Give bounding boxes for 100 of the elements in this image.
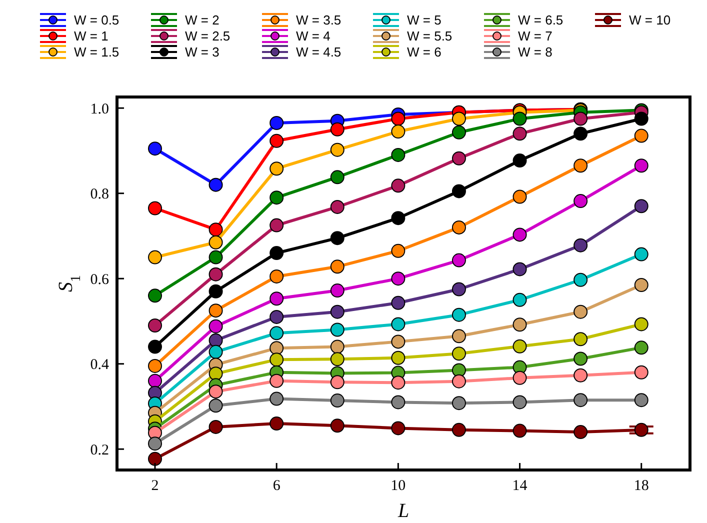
point bbox=[148, 452, 162, 466]
point bbox=[208, 366, 223, 381]
y-tick-label: 0.6 bbox=[90, 272, 110, 288]
point bbox=[330, 142, 344, 157]
point bbox=[208, 333, 223, 348]
point bbox=[512, 262, 527, 276]
point bbox=[330, 200, 344, 214]
point bbox=[634, 340, 648, 355]
legend-label: W = 0.5 bbox=[74, 12, 120, 28]
point bbox=[208, 304, 223, 318]
legend-label: W = 6.5 bbox=[518, 12, 564, 28]
x-axis-title: L bbox=[396, 500, 410, 522]
legend-label: W = 5 bbox=[407, 12, 442, 28]
point bbox=[391, 148, 406, 162]
point bbox=[634, 158, 648, 173]
point bbox=[512, 370, 527, 385]
legend-label: W = 10 bbox=[629, 12, 671, 28]
point bbox=[574, 158, 588, 173]
point bbox=[512, 112, 527, 126]
legend-label: W = 8 bbox=[518, 44, 552, 60]
point bbox=[512, 424, 527, 438]
point bbox=[391, 296, 406, 310]
point bbox=[634, 278, 648, 292]
point bbox=[391, 376, 406, 390]
point bbox=[270, 341, 284, 356]
point bbox=[330, 322, 344, 337]
point bbox=[391, 211, 406, 226]
point bbox=[270, 374, 284, 388]
legend-label: W = 2 bbox=[185, 12, 220, 28]
point bbox=[270, 190, 284, 205]
point bbox=[330, 418, 344, 433]
legend-label: W = 4 bbox=[296, 28, 330, 44]
point bbox=[270, 326, 284, 340]
point bbox=[574, 393, 588, 408]
point bbox=[452, 396, 466, 410]
point bbox=[208, 250, 223, 264]
point bbox=[270, 246, 284, 260]
point bbox=[148, 436, 162, 451]
point bbox=[391, 178, 406, 193]
point bbox=[330, 394, 344, 408]
point bbox=[391, 334, 406, 349]
y-tick-label: 0.2 bbox=[90, 442, 109, 458]
x-tick-label: 2 bbox=[151, 478, 159, 494]
y-tick-label: 0.8 bbox=[90, 186, 109, 203]
point bbox=[270, 116, 284, 130]
point bbox=[512, 228, 527, 242]
point bbox=[512, 154, 527, 168]
legend-label: W = 6 bbox=[407, 44, 442, 60]
point bbox=[634, 112, 648, 126]
point bbox=[452, 374, 466, 388]
point bbox=[574, 126, 588, 141]
point bbox=[270, 162, 284, 176]
point bbox=[574, 194, 588, 208]
point bbox=[574, 332, 588, 346]
point bbox=[574, 112, 588, 126]
point bbox=[452, 346, 466, 361]
point bbox=[208, 398, 223, 413]
point bbox=[208, 344, 223, 359]
point bbox=[574, 238, 588, 252]
legend-label: W = 4.5 bbox=[296, 44, 342, 60]
point bbox=[452, 125, 466, 140]
point bbox=[270, 392, 284, 406]
point bbox=[208, 235, 223, 250]
point bbox=[452, 253, 466, 268]
point bbox=[391, 317, 406, 332]
legend-label: W = 3.5 bbox=[296, 12, 342, 28]
point bbox=[270, 310, 284, 324]
x-tick-label: 14 bbox=[512, 478, 528, 494]
point bbox=[148, 250, 162, 264]
point bbox=[574, 352, 588, 366]
point bbox=[391, 395, 406, 410]
point bbox=[512, 126, 527, 141]
point bbox=[634, 247, 648, 262]
point bbox=[512, 190, 527, 204]
point bbox=[270, 416, 284, 431]
point bbox=[574, 304, 588, 319]
point bbox=[330, 231, 344, 246]
point bbox=[452, 184, 466, 198]
point bbox=[270, 269, 284, 284]
point bbox=[208, 284, 223, 298]
point bbox=[208, 420, 223, 434]
point bbox=[270, 292, 284, 306]
point bbox=[330, 260, 344, 274]
point bbox=[208, 178, 223, 192]
point bbox=[330, 375, 344, 390]
point bbox=[148, 142, 162, 156]
point bbox=[452, 422, 466, 437]
point bbox=[512, 339, 527, 354]
point bbox=[634, 422, 648, 437]
legend-label: W = 1.5 bbox=[74, 44, 120, 60]
point bbox=[208, 319, 223, 334]
point bbox=[574, 425, 588, 440]
point bbox=[634, 365, 648, 380]
legend-label: W = 2.5 bbox=[185, 28, 230, 44]
point bbox=[452, 282, 466, 296]
point bbox=[452, 151, 466, 166]
point bbox=[452, 329, 466, 344]
point bbox=[330, 170, 344, 184]
point bbox=[270, 352, 284, 367]
point bbox=[148, 358, 162, 373]
